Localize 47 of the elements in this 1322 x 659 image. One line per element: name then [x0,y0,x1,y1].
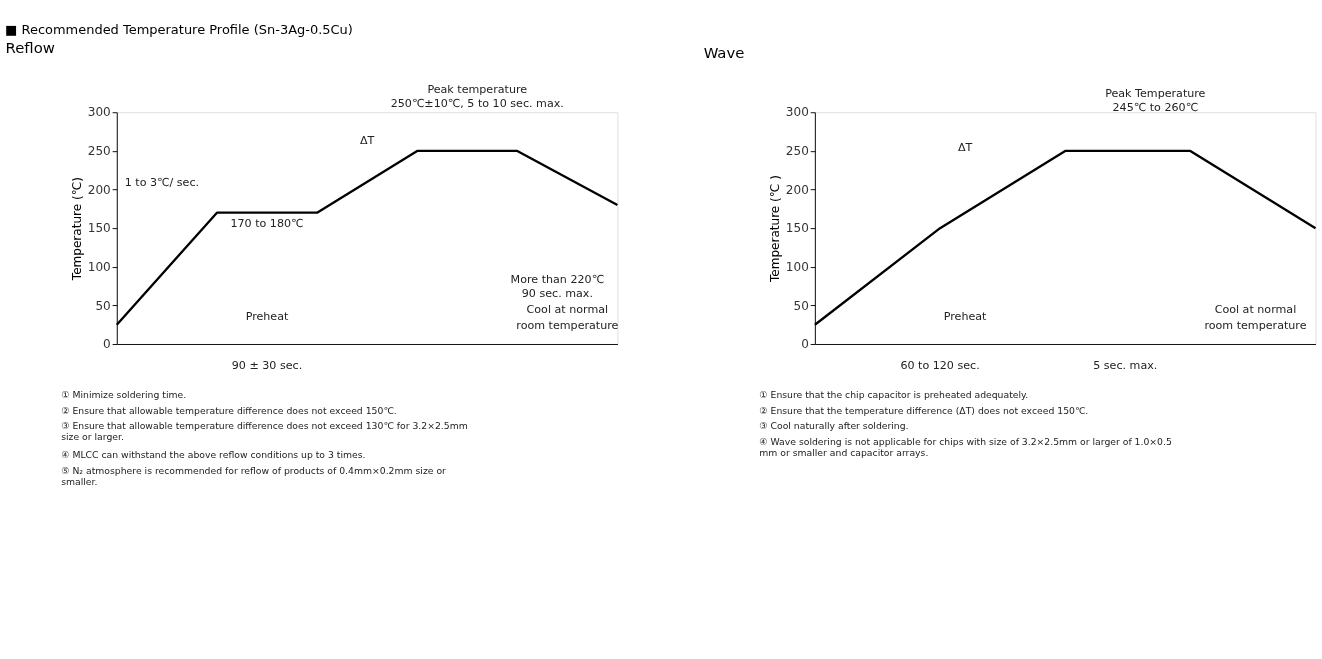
y-tick-label: 250 [785,144,809,159]
chart-subtitle: Reflow [5,38,55,56]
text: ③ Cool naturally after soldering. [759,420,909,432]
annotation: 245℃ to 260℃ [1112,101,1199,115]
text: ① Minimize soldering time. [61,388,187,400]
text: Peak Temperature [1105,87,1206,101]
annotation: Cool at normal [1214,302,1297,316]
y-tick-label: 50 [793,298,809,313]
text: 5 sec. max. [1093,358,1158,372]
text: ① Ensure that the chip capacitor is preheated adequately. [759,388,1029,400]
text: ④ Wave soldering is not applicable for chips with size of 3.2×2.5mm or larger of 1.0×0.5 mm or smaller and capacitor arrays. [759,436,1172,459]
y-tick-label: 250 [87,144,111,159]
text: ④ MLCC can withstand the above reflow conditions up to 3 times. [61,449,366,461]
y-tick-label: 200 [785,182,809,197]
annotation: Preheat [943,309,988,323]
y-tick-label: 100 [785,259,809,274]
chart-title: ■ Recommended Temperature Profile (Sn-3Ag-0.5Cu) [5,21,353,37]
y-tick-label: 50 [95,298,111,313]
annotation: 1 to 3℃/ sec. [124,175,200,189]
annotation: room temperature [516,319,619,333]
annotation: Cool at normal [526,302,609,316]
text: 250℃±10℃, 5 to 10 sec. max. [390,96,564,110]
text: 90 ± 30 sec. [231,358,303,372]
y-tick-label: 150 [785,221,809,236]
text: ⑤ N₂ atmosphere is recommended for reflow of products of 0.4mm×0.2mm size or smaller. [61,464,447,487]
annotation: ΔT [359,133,375,147]
text: ② Ensure that allowable temperature difference does not exceed 150℃. [61,404,397,416]
text: ② Ensure that the temperature difference (ΔT) does not exceed 150℃. [759,404,1089,416]
annotation: room temperature [1204,319,1307,333]
text: 60 to 120 sec. [900,358,980,372]
y-axis-title: Temperature (℃ ) [768,175,783,284]
text: ③ Ensure that allowable temperature difference does not exceed 130℃ for 3.2×2.5mm size or larger. [61,420,468,443]
annotation: Preheat [245,309,289,323]
chart-title: Wave [703,43,745,61]
y-tick-label: 0 [103,337,111,352]
y-tick-label: 100 [87,259,111,274]
annotation: More than 220℃ [510,272,605,286]
annotation: 170 to 180℃ [230,217,304,231]
y-tick-label: 200 [87,182,111,197]
y-tick-label: 0 [801,337,809,352]
y-tick-label: 300 [87,105,111,120]
y-tick-label: 300 [785,105,809,120]
annotation: ΔT [957,140,973,154]
annotation: 90 sec. max. [521,286,593,300]
y-axis-title: Temperature (℃) [70,177,85,282]
text: Peak temperature [427,82,528,96]
y-tick-label: 150 [87,221,111,236]
